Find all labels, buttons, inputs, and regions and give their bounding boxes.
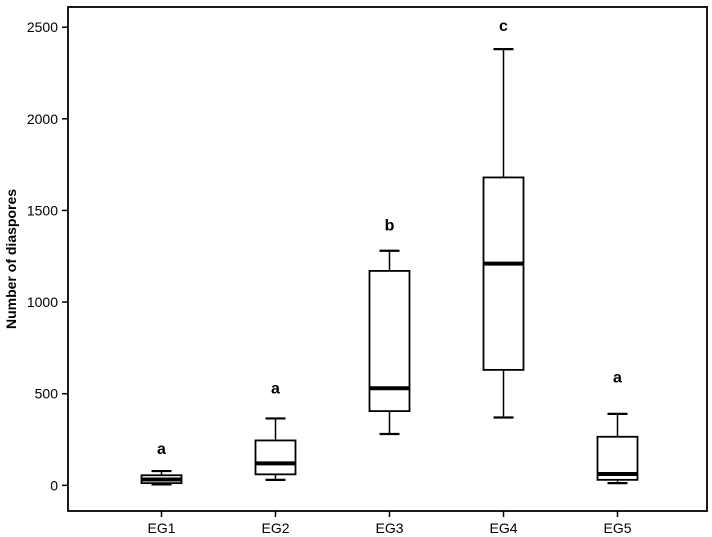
iqr-box [482, 176, 525, 371]
significance-letter: c [499, 18, 508, 35]
plot-frame [67, 6, 708, 512]
y-tick-label: 500 [35, 386, 59, 402]
iqr-box [254, 439, 297, 476]
y-tick-label: 0 [50, 477, 58, 493]
y-tick-label: 2000 [27, 111, 58, 127]
x-tick-label: EG1 [147, 520, 175, 536]
y-axis-label: Number of diaspores [3, 189, 19, 329]
x-tick-label: EG3 [375, 520, 403, 536]
y-tick-label: 1000 [27, 294, 58, 310]
significance-letter: a [271, 381, 280, 398]
x-tick-label: EG5 [603, 520, 631, 536]
y-tick-label: 1500 [27, 202, 58, 218]
significance-letter: b [385, 218, 395, 235]
significance-letter: a [157, 441, 166, 458]
x-tick-label: EG2 [261, 520, 289, 536]
y-tick-label: 2500 [27, 19, 58, 35]
significance-letter: a [613, 370, 622, 387]
x-tick-label: EG4 [489, 520, 517, 536]
